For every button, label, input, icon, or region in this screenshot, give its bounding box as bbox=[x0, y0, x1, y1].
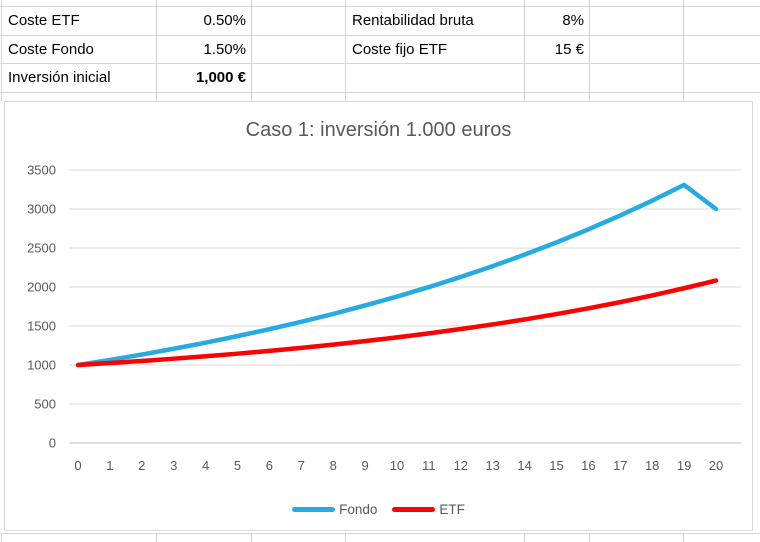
grid-col-line bbox=[524, 0, 525, 101]
cell-coste-fijo-etf-label[interactable]: Coste fijo ETF bbox=[352, 40, 448, 58]
grid-row-line bbox=[0, 6, 760, 7]
x-tick-label: 17 bbox=[613, 458, 627, 473]
chart-title: Caso 1: inversión 1.000 euros bbox=[245, 119, 512, 141]
x-tick-label: 3 bbox=[170, 458, 177, 473]
x-tick-label: 12 bbox=[454, 458, 468, 473]
grid-col-line bbox=[251, 533, 252, 542]
x-tick-label: 11 bbox=[422, 458, 436, 473]
y-tick-label: 1000 bbox=[27, 358, 56, 373]
cell-inversion-inicial-label[interactable]: Inversión inicial bbox=[8, 69, 111, 86]
legend-item-fondo[interactable]: Fondo bbox=[292, 502, 377, 517]
grid-col-line bbox=[345, 533, 346, 542]
grid-row-line bbox=[0, 35, 760, 36]
legend-swatch-etf bbox=[392, 506, 436, 512]
grid-col-line bbox=[524, 533, 525, 542]
y-tick-label: 2500 bbox=[27, 241, 56, 256]
x-tick-label: 20 bbox=[709, 458, 723, 473]
x-tick-label: 2 bbox=[138, 458, 145, 473]
grid-row-line bbox=[0, 92, 760, 93]
grid-col-line bbox=[683, 0, 684, 101]
cell-coste-etf-label[interactable]: Coste ETF bbox=[8, 12, 80, 29]
chart-legend: Fondo ETF bbox=[5, 497, 752, 521]
grid-col-line bbox=[345, 0, 346, 101]
x-tick-label: 13 bbox=[485, 458, 499, 473]
grid-row-line bbox=[0, 63, 760, 64]
y-tick-label: 1500 bbox=[27, 319, 56, 334]
chart-object[interactable]: Caso 1: inversión 1.000 euros 0 500 1000 15… bbox=[4, 101, 753, 531]
y-tick-label: 2000 bbox=[27, 280, 56, 295]
x-tick-label: 1 bbox=[106, 458, 113, 473]
series-line-etf[interactable] bbox=[75, 278, 719, 368]
legend-item-etf[interactable]: ETF bbox=[392, 502, 465, 517]
grid-col-line bbox=[1, 533, 2, 542]
grid-row-line bbox=[0, 533, 760, 534]
grid-col-line bbox=[589, 533, 590, 542]
cell-inversion-inicial-value[interactable]: 1,000 € bbox=[195, 69, 246, 86]
y-tick-label: 500 bbox=[34, 397, 56, 412]
x-tick-label: 10 bbox=[390, 458, 404, 473]
grid-col-line bbox=[683, 533, 684, 542]
series-line-fondo[interactable] bbox=[75, 182, 719, 368]
x-tick-label: 19 bbox=[677, 458, 691, 473]
x-tick-label: 5 bbox=[234, 458, 241, 473]
grid-col-line bbox=[156, 0, 157, 101]
cell-rentabilidad-bruta-label[interactable]: Rentabilidad bruta bbox=[352, 12, 474, 29]
cell-coste-fijo-etf-value[interactable]: 15 € bbox=[554, 40, 584, 58]
cell-coste-fondo-label[interactable]: Coste Fondo bbox=[8, 40, 94, 58]
x-tick-label: 0 bbox=[74, 458, 81, 473]
x-tick-label: 18 bbox=[645, 458, 659, 473]
x-tick-label: 16 bbox=[581, 458, 595, 473]
cell-coste-etf-value[interactable]: 0.50% bbox=[203, 12, 246, 29]
y-tick-label: 3000 bbox=[27, 202, 56, 217]
grid-col-line bbox=[1, 0, 2, 101]
legend-label: Fondo bbox=[339, 501, 378, 517]
grid-col-line bbox=[156, 533, 157, 542]
cell-rentabilidad-bruta-value[interactable]: 8% bbox=[562, 12, 584, 29]
x-tick-label: 9 bbox=[361, 458, 368, 473]
x-tick-label: 6 bbox=[266, 458, 273, 473]
x-tick-label: 7 bbox=[298, 458, 305, 473]
x-tick-label: 4 bbox=[202, 458, 209, 473]
grid-col-line bbox=[589, 0, 590, 101]
legend-label: ETF bbox=[439, 501, 465, 517]
y-tick-label: 3500 bbox=[27, 163, 56, 178]
x-tick-label: 15 bbox=[549, 458, 563, 473]
x-tick-label: 14 bbox=[517, 458, 531, 473]
cell-coste-fondo-value[interactable]: 1.50% bbox=[203, 40, 246, 58]
legend-swatch-fondo bbox=[292, 506, 336, 512]
x-tick-label: 8 bbox=[330, 458, 337, 473]
y-tick-label: 0 bbox=[49, 436, 56, 451]
grid-col-line bbox=[251, 0, 252, 101]
